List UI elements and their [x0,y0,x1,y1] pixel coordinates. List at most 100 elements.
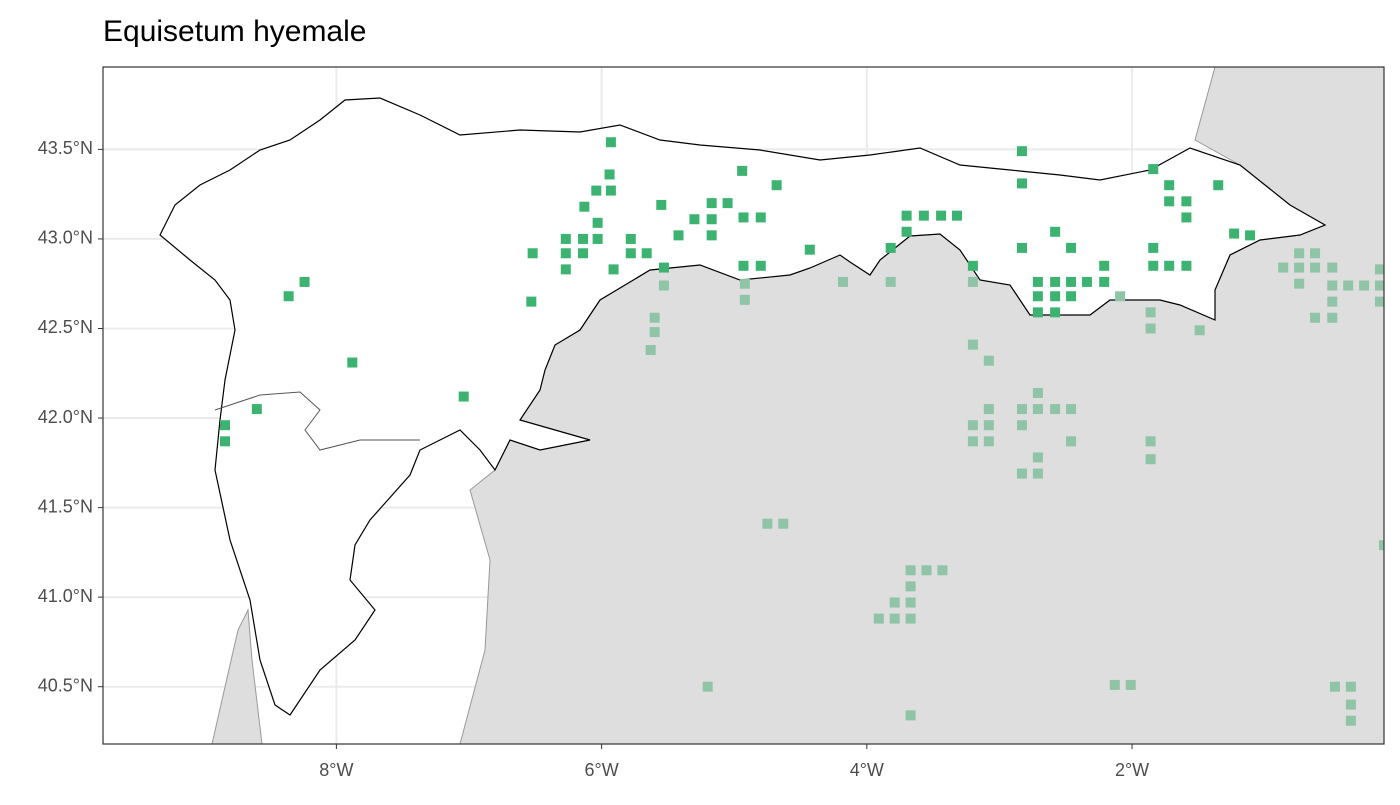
occurrence-point [1327,296,1338,307]
x-tick-label: 8°W [319,760,353,780]
occurrence-point [762,518,773,529]
occurrence-point [649,312,660,323]
occurrence-point [1310,248,1321,259]
occurrence-point [937,565,948,576]
occurrence-point [1050,307,1061,318]
occurrence-point [1245,230,1256,241]
occurrence-point [1194,325,1205,336]
occurrence-point [1032,387,1043,398]
occurrence-point [1327,262,1338,273]
occurrence-point [1032,404,1043,415]
occurrence-point [1181,196,1192,207]
occurrence-point [905,581,916,592]
occurrence-point [1145,436,1156,447]
occurrence-point [658,280,669,291]
x-tick-label: 4°W [850,760,884,780]
occurrence-point [1066,291,1077,302]
occurrence-point [889,613,900,624]
occurrence-point [1081,276,1092,287]
occurrence-point [641,248,652,259]
occurrence-point [1016,146,1027,157]
occurrence-point [578,233,589,244]
points [220,137,1384,726]
occurrence-point [1109,679,1120,690]
occurrence-point [778,518,789,529]
occurrence-point [739,294,750,305]
occurrence-point [885,276,896,287]
occurrence-point [1345,681,1356,692]
occurrence-point [1066,404,1077,415]
occurrence-point [1050,404,1061,415]
occurrence-point [1294,278,1305,289]
occurrence-point [918,210,929,221]
occurrence-point [1327,312,1338,323]
occurrence-point [1310,312,1321,323]
occurrence-point [901,226,912,237]
occurrence-point [1032,452,1043,463]
occurrence-point [689,214,700,225]
occurrence-point [1213,180,1224,191]
occurrence-point [673,230,684,241]
occurrence-point [1343,280,1354,291]
occurrence-point [1016,242,1027,253]
occurrence-point [579,201,590,212]
occurrence-point [1050,226,1061,237]
occurrence-point [1181,260,1192,271]
occurrence-point [1145,323,1156,334]
occurrence-point [656,199,667,210]
panel-border [102,66,1385,745]
map-layer [159,67,1384,744]
occurrence-point [905,710,916,721]
occurrence-point [983,436,994,447]
occurrence-point [299,276,310,287]
occurrence-point [1016,468,1027,479]
occurrence-point [1099,260,1110,271]
occurrence-point [1294,248,1305,259]
occurrence-point [1145,454,1156,465]
occurrence-point [608,264,619,275]
occurrence-point [873,613,884,624]
occurrence-point [967,260,978,271]
occurrence-point [220,436,230,447]
occurrence-point [983,355,994,366]
occurrence-point [1032,307,1043,318]
occurrence-point [1375,296,1384,307]
occurrence-point [1375,264,1384,275]
occurrence-point [702,681,713,692]
occurrence-point [1148,260,1159,271]
occurrence-point [605,185,616,196]
occurrence-point [967,436,978,447]
occurrence-point [1278,262,1289,273]
occurrence-point [905,597,916,608]
occurrence-point [1148,164,1159,175]
occurrence-point [983,420,994,431]
occurrence-point [658,262,669,273]
occurrence-point [1379,540,1384,551]
occurrence-point [1164,196,1175,207]
occurrence-point [1359,280,1370,291]
occurrence-point [1099,276,1110,287]
occurrence-point [1050,291,1061,302]
occurrence-point [804,244,815,255]
occurrence-point [901,210,912,221]
occurrence-point [625,233,636,244]
y-tick-label: 42.0°N [38,407,93,427]
inner-border [214,391,420,451]
occurrence-point [1181,212,1192,223]
y-tick-label: 40.5°N [38,675,93,695]
occurrence-point [706,214,717,225]
occurrence-point [1145,307,1156,318]
occurrence-point [649,327,660,338]
y-tick-label: 43.0°N [38,228,93,248]
y-tick-label: 41.0°N [38,586,93,606]
occurrence-point [604,169,615,180]
occurrence-point [560,248,571,259]
occurrence-point [605,137,616,148]
occurrence-point [560,264,571,275]
occurrence-point [1294,262,1305,273]
occurrence-point [1148,242,1159,253]
occurrence-point [1032,276,1043,287]
occurrence-point [645,344,656,355]
